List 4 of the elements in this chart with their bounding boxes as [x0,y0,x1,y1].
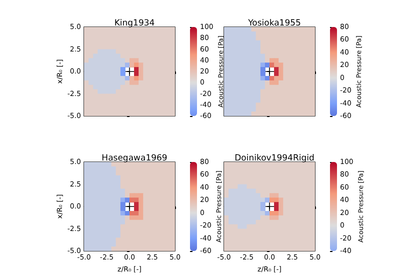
chart-title: Hasegawa1969 [102,154,168,164]
chart-title: King1934 [114,18,155,28]
chart-title: Doinikov1994Rigid [234,154,314,164]
chart-title: Yosioka1955 [247,18,301,28]
